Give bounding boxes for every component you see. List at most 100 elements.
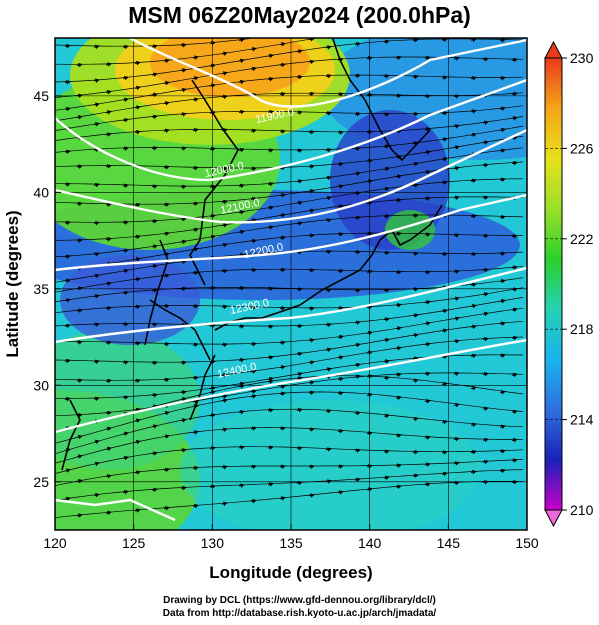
wind-arrow	[395, 433, 402, 438]
wind-arrow	[482, 267, 489, 273]
wind-arrow	[395, 326, 402, 331]
wind-arrow	[267, 408, 274, 413]
wind-arrow	[192, 430, 199, 435]
wind-arrow	[105, 426, 112, 431]
wind-arrow	[151, 451, 158, 456]
wind-arrow	[499, 38, 506, 43]
wind-arrow	[424, 127, 431, 132]
wind-arrow	[93, 44, 100, 50]
wind-arrow	[76, 238, 83, 243]
wind-arrow	[76, 115, 83, 120]
wind-arrow	[396, 26, 401, 27]
wind-arrow	[453, 436, 460, 442]
wind-arrow	[279, 426, 286, 431]
wind-arrow	[238, 409, 245, 415]
wind-arrow	[151, 44, 158, 49]
wind-arrow	[424, 196, 431, 201]
wind-arrow	[482, 57, 489, 62]
wind-arrow	[499, 106, 506, 111]
wind-arrow	[337, 490, 344, 495]
wind-arrow	[337, 269, 344, 274]
wind-arrow	[354, 171, 361, 176]
wind-arrow	[354, 411, 361, 416]
wind-arrow	[268, 38, 274, 39]
wind-arrow	[470, 450, 477, 455]
wind-arrow	[221, 166, 228, 171]
wind-arrow	[470, 470, 477, 475]
wind-arrow	[267, 324, 274, 329]
wind-arrow	[482, 163, 489, 168]
wind-arrow	[325, 111, 332, 116]
wind-arrow	[238, 147, 245, 153]
wind-arrow	[384, 16, 389, 17]
wind-arrow	[134, 85, 141, 91]
wind-arrow	[134, 202, 141, 208]
wind-arrow	[337, 130, 344, 135]
wind-arrow	[395, 270, 402, 275]
geopotential-contours	[55, 38, 527, 522]
wind-arrow	[482, 140, 489, 145]
wind-arrow	[470, 324, 477, 329]
wind-arrow	[308, 268, 315, 273]
wind-arrow	[296, 75, 303, 80]
wind-arrow	[453, 371, 460, 376]
wind-arrow	[151, 146, 158, 151]
wind-arrow	[482, 120, 489, 125]
wind-arrow	[412, 473, 419, 478]
wind-arrow	[151, 393, 158, 398]
wind-arrow	[151, 288, 158, 293]
wind-arrow	[134, 418, 141, 423]
wind-arrow	[383, 112, 390, 117]
wind-arrow	[482, 337, 489, 342]
wind-arrow	[122, 75, 129, 81]
wind-arrow	[395, 303, 402, 308]
wind-arrow	[64, 323, 71, 329]
wind-arrow	[64, 254, 71, 259]
wind-arrow	[425, 23, 430, 24]
wind-arrow	[499, 468, 506, 474]
streamline	[55, 459, 524, 487]
wind-arrow	[250, 499, 257, 504]
wind-arrow	[192, 166, 199, 171]
wind-arrow	[151, 92, 158, 98]
wind-arrow	[93, 396, 100, 401]
wind-arrow	[64, 149, 71, 155]
y-tick-label: 45	[33, 88, 49, 104]
wind-arrow	[76, 478, 83, 484]
wind-arrow	[134, 130, 141, 135]
wind-arrow	[250, 66, 257, 72]
wind-arrow	[221, 269, 228, 274]
wind-arrow	[267, 355, 274, 360]
wind-arrow	[470, 109, 477, 114]
wind-arrow	[267, 53, 274, 59]
wind-arrow	[250, 218, 257, 223]
wind-arrow	[151, 404, 158, 409]
wind-arrow	[499, 76, 506, 81]
wind-arrow	[64, 106, 71, 112]
wind-arrow	[122, 455, 129, 461]
wind-arrow	[279, 62, 286, 68]
wind-arrow	[64, 220, 71, 226]
wind-arrow	[93, 294, 100, 299]
wind-arrow	[105, 62, 112, 67]
wind-arrow	[93, 359, 100, 365]
wind-arrow	[64, 397, 71, 402]
wind-arrow	[325, 218, 332, 223]
wind-arrow	[470, 76, 477, 81]
wind-arrow	[470, 386, 477, 391]
wind-arrow	[221, 373, 228, 378]
wind-arrow	[499, 321, 506, 326]
wind-arrow	[337, 306, 344, 311]
wind-arrow	[122, 183, 129, 188]
wind-arrow	[279, 193, 286, 198]
wind-arrow	[151, 322, 158, 327]
streamline	[55, 287, 524, 314]
wind-arrow	[308, 188, 315, 194]
wind-arrow	[325, 148, 332, 153]
wind-arrow	[308, 360, 315, 365]
y-tick-label: 25	[33, 474, 49, 490]
wind-arrow	[180, 87, 187, 93]
wind-arrow	[180, 360, 187, 366]
wind-arrow	[453, 166, 460, 171]
wind-arrow	[471, 6, 476, 7]
